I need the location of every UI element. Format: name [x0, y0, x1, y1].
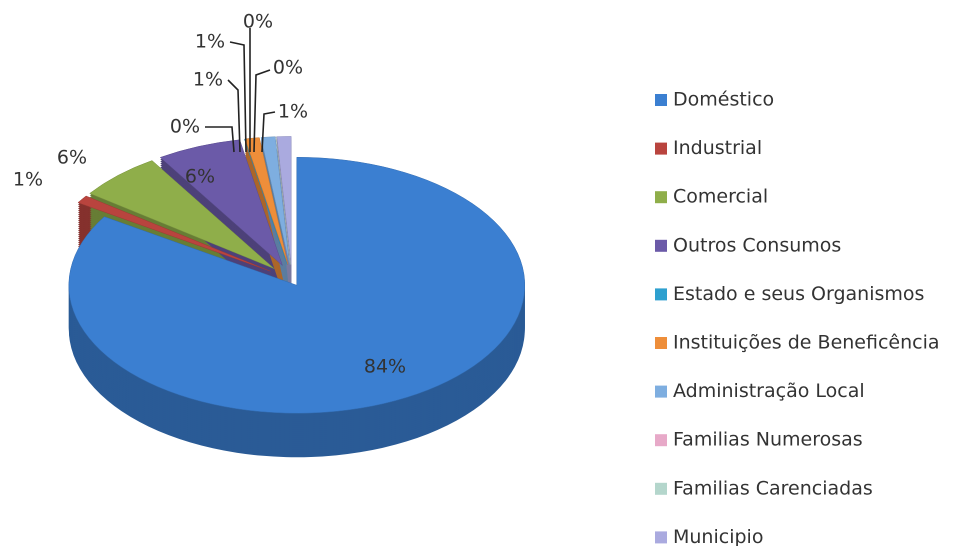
slice-side — [260, 142, 290, 271]
pie-slice — [260, 136, 290, 265]
data-label: 0% — [243, 11, 273, 33]
data-label: 1% — [195, 31, 225, 53]
legend-swatch — [655, 94, 667, 106]
legend-swatch — [655, 191, 667, 204]
legend-swatch — [655, 288, 667, 301]
legend-swatch — [655, 239, 667, 252]
legend-label: Estado e seus Organismos — [673, 283, 924, 305]
leader-line — [261, 111, 276, 153]
leader-line — [229, 41, 247, 153]
legend-label: Outros Consumos — [673, 234, 841, 256]
leader-line — [253, 69, 271, 153]
legend-label: Familias Numerosas — [673, 429, 863, 451]
legend-swatch — [655, 482, 667, 495]
pie-slice — [77, 195, 271, 272]
leader-line — [227, 79, 241, 153]
legend-label: Municipio — [673, 526, 763, 546]
data-label: 1% — [13, 169, 43, 191]
leader-line — [205, 126, 235, 153]
data-label: 1% — [193, 69, 223, 91]
data-label: 84% — [364, 356, 406, 378]
legend-label: Doméstico — [673, 89, 774, 111]
legend-label: Comercial — [673, 186, 768, 208]
pie-slice — [68, 157, 526, 414]
pie-slice — [276, 136, 292, 265]
pie-slice — [89, 160, 275, 269]
legend-label: Industrial — [673, 137, 762, 159]
legend-label: Familias Carenciadas — [673, 477, 873, 499]
legend-swatch — [655, 142, 667, 155]
legend-label: Instituições de Beneficência — [673, 332, 940, 354]
pie-slice — [244, 138, 288, 265]
slice-side — [260, 178, 290, 307]
data-label: 1% — [278, 101, 308, 123]
slice-side — [260, 138, 290, 267]
data-label: 0% — [170, 116, 200, 138]
data-label: 0% — [273, 57, 303, 79]
slice-side — [260, 140, 290, 269]
legend-swatch — [655, 531, 667, 544]
data-label: 6% — [185, 166, 215, 188]
legend-swatch — [655, 385, 667, 398]
legend-swatch — [655, 337, 667, 349]
legend-swatch — [655, 434, 667, 447]
legend-label: Administração Local — [673, 380, 865, 402]
data-label: 6% — [57, 147, 87, 169]
